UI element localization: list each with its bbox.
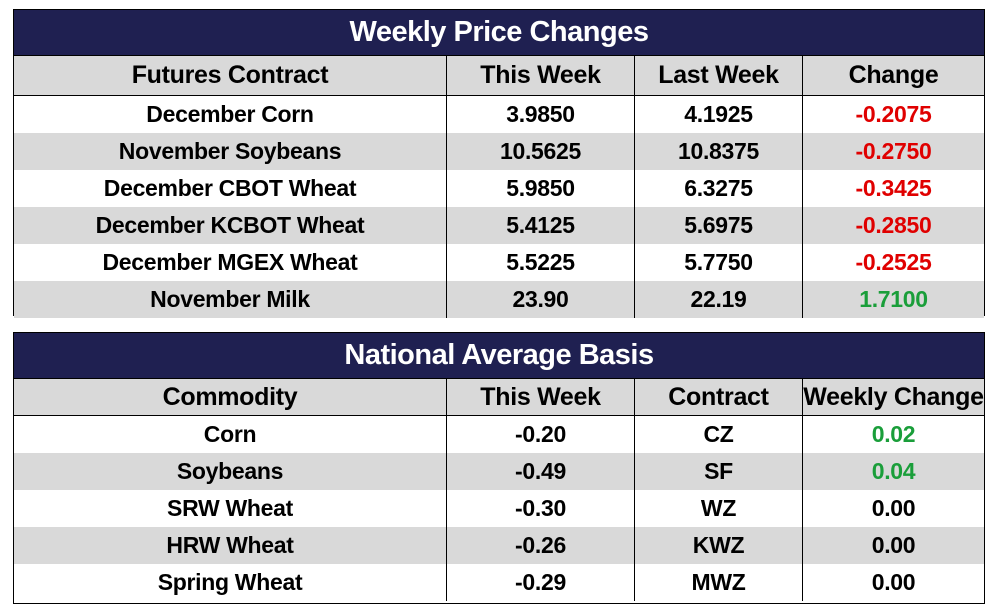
this-week-cell: 23.90 [447, 281, 635, 318]
column-header: Commodity [14, 379, 447, 415]
this-week-cell: -0.29 [447, 564, 635, 601]
column-header: Weekly Change [803, 382, 984, 411]
table-row: December Corn 3.9850 4.1925 -0.2075 [14, 96, 984, 133]
this-week-cell: -0.30 [447, 490, 635, 527]
table-title: National Average Basis [14, 333, 984, 379]
commodity-cell: HRW Wheat [14, 527, 447, 564]
commodity-cell: SRW Wheat [14, 490, 447, 527]
column-header: Change [848, 61, 939, 89]
contract-cell: December CBOT Wheat [14, 170, 447, 207]
table-header-row: Futures Contract This Week Last Week Cha… [14, 56, 984, 96]
commodity-cell: Spring Wheat [14, 564, 447, 601]
last-week-cell: 5.7750 [635, 244, 803, 281]
this-week-cell: 5.4125 [447, 207, 635, 244]
contract-cell: December KCBOT Wheat [14, 207, 447, 244]
weekly-change-cell: 0.02 [871, 421, 916, 447]
last-week-cell: 5.6975 [635, 207, 803, 244]
weekly-change-cell: 0.00 [871, 569, 916, 595]
contract-cell: CZ [635, 416, 803, 453]
weekly-change-cell: 0.00 [871, 532, 916, 558]
change-cell: -0.2750 [855, 138, 932, 164]
contract-cell: MWZ [635, 564, 803, 601]
contract-cell: KWZ [635, 527, 803, 564]
last-week-cell: 6.3275 [635, 170, 803, 207]
commodity-cell: Corn [14, 416, 447, 453]
commodity-cell: Soybeans [14, 453, 447, 490]
column-header: Futures Contract [14, 56, 447, 95]
table-row: Corn -0.20 CZ 0.02 [14, 416, 984, 453]
table-row: November Milk 23.90 22.19 1.7100 [14, 281, 984, 318]
table-header-row: Commodity This Week Contract Weekly Chan… [14, 379, 984, 416]
column-header: This Week [447, 56, 635, 95]
change-cell: -0.2525 [855, 249, 932, 275]
column-header: This Week [447, 379, 635, 415]
table-row: December CBOT Wheat 5.9850 6.3275 -0.342… [14, 170, 984, 207]
last-week-cell: 10.8375 [635, 133, 803, 170]
this-week-cell: 5.9850 [447, 170, 635, 207]
this-week-cell: -0.26 [447, 527, 635, 564]
contract-cell: December Corn [14, 96, 447, 133]
contract-cell: November Milk [14, 281, 447, 318]
contract-cell: SF [635, 453, 803, 490]
change-cell: -0.2850 [855, 212, 932, 238]
table-row: Soybeans -0.49 SF 0.04 [14, 453, 984, 490]
last-week-cell: 4.1925 [635, 96, 803, 133]
this-week-cell: 3.9850 [447, 96, 635, 133]
contract-cell: December MGEX Wheat [14, 244, 447, 281]
table-row: HRW Wheat -0.26 KWZ 0.00 [14, 527, 984, 564]
change-cell: -0.3425 [855, 175, 932, 201]
this-week-cell: 10.5625 [447, 133, 635, 170]
change-cell: 1.7100 [859, 286, 928, 312]
table-row: November Soybeans 10.5625 10.8375 -0.275… [14, 133, 984, 170]
column-header: Last Week [635, 56, 803, 95]
national-average-basis-table: National Average Basis Commodity This We… [13, 332, 985, 604]
column-header: Contract [635, 379, 803, 415]
weekly-change-cell: 0.04 [871, 458, 916, 484]
table-row: Spring Wheat -0.29 MWZ 0.00 [14, 564, 984, 601]
this-week-cell: -0.49 [447, 453, 635, 490]
last-week-cell: 22.19 [635, 281, 803, 318]
contract-cell: November Soybeans [14, 133, 447, 170]
table-row: December MGEX Wheat 5.5225 5.7750 -0.252… [14, 244, 984, 281]
table-row: SRW Wheat -0.30 WZ 0.00 [14, 490, 984, 527]
table-title: Weekly Price Changes [14, 10, 984, 56]
contract-cell: WZ [635, 490, 803, 527]
weekly-change-cell: 0.00 [871, 495, 916, 521]
change-cell: -0.2075 [855, 101, 932, 127]
weekly-price-changes-table: Weekly Price Changes Futures Contract Th… [13, 9, 985, 318]
this-week-cell: 5.5225 [447, 244, 635, 281]
this-week-cell: -0.20 [447, 416, 635, 453]
table-row: December KCBOT Wheat 5.4125 5.6975 -0.28… [14, 207, 984, 244]
